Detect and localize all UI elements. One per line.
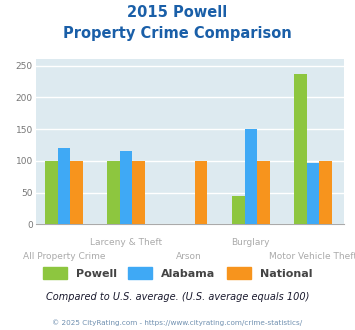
Bar bbox=[45, 161, 58, 224]
Text: Compared to U.S. average. (U.S. average equals 100): Compared to U.S. average. (U.S. average … bbox=[46, 292, 309, 302]
Text: Arson: Arson bbox=[176, 252, 201, 261]
Bar bbox=[120, 151, 132, 224]
Bar bbox=[307, 163, 320, 224]
Text: All Property Crime: All Property Crime bbox=[23, 252, 105, 261]
Bar bbox=[295, 74, 307, 224]
Bar bbox=[320, 161, 332, 224]
Bar bbox=[132, 161, 145, 224]
Bar bbox=[232, 196, 245, 224]
Bar bbox=[108, 161, 120, 224]
Text: © 2025 CityRating.com - https://www.cityrating.com/crime-statistics/: © 2025 CityRating.com - https://www.city… bbox=[53, 319, 302, 326]
Bar bbox=[195, 161, 207, 224]
Bar bbox=[58, 148, 70, 224]
Text: Larceny & Theft: Larceny & Theft bbox=[90, 238, 162, 247]
Bar bbox=[245, 129, 257, 224]
Text: Burglary: Burglary bbox=[231, 238, 270, 247]
Bar bbox=[257, 161, 269, 224]
Legend: Powell, Alabama, National: Powell, Alabama, National bbox=[38, 263, 317, 283]
Bar bbox=[70, 161, 82, 224]
Text: Property Crime Comparison: Property Crime Comparison bbox=[63, 26, 292, 41]
Text: Motor Vehicle Theft: Motor Vehicle Theft bbox=[269, 252, 355, 261]
Text: 2015 Powell: 2015 Powell bbox=[127, 5, 228, 20]
